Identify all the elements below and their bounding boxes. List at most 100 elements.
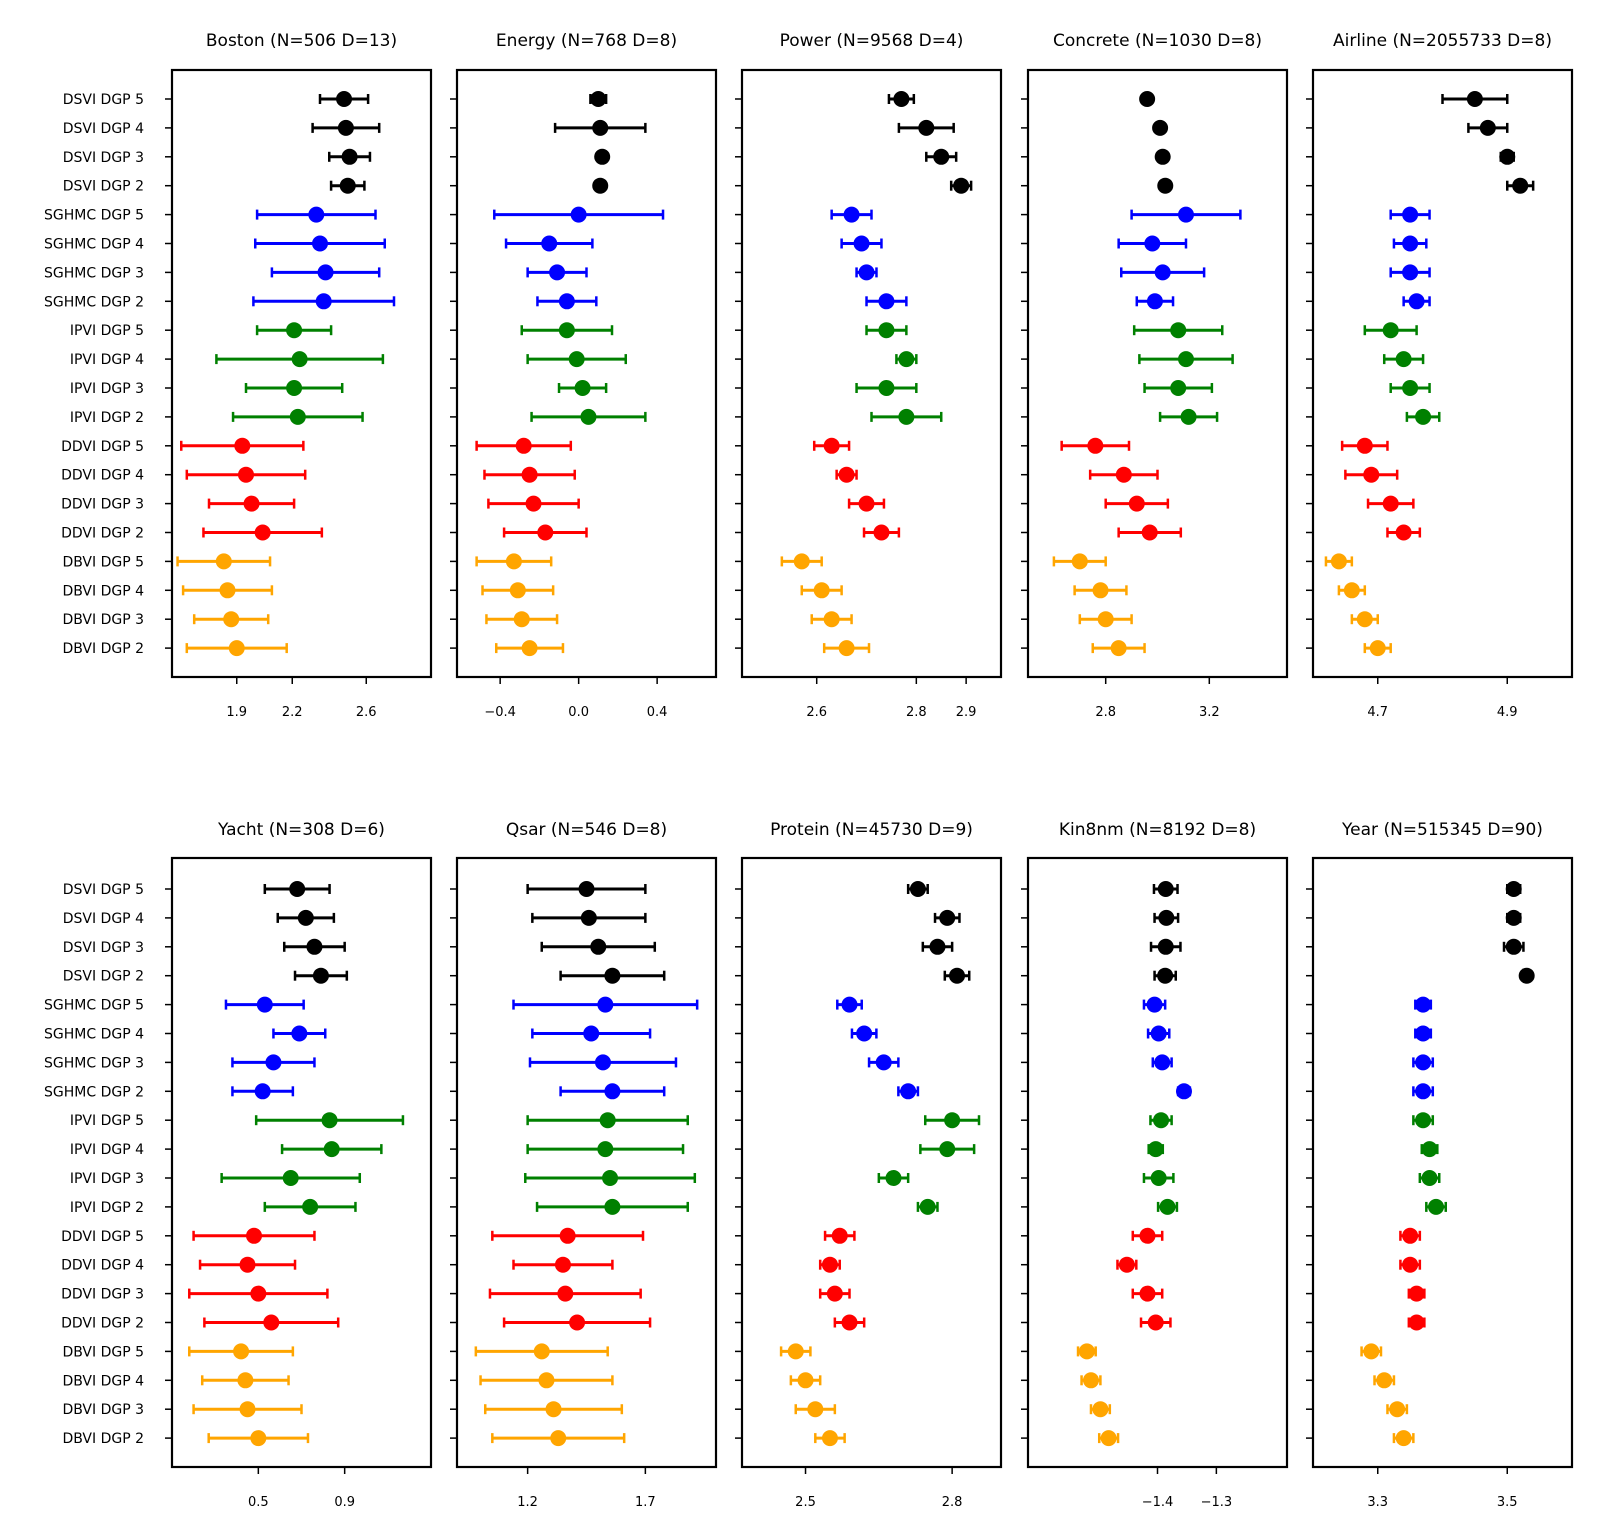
- data-point: [1382, 322, 1399, 339]
- x-tick-label: 3.2: [1199, 705, 1220, 720]
- data-point: [1177, 351, 1194, 368]
- y-tick-label: IPVI DGP 2: [70, 410, 144, 426]
- x-tick-label: 2.6: [806, 705, 827, 720]
- data-point: [1154, 148, 1171, 165]
- x-tick-label: 2.5: [795, 1495, 816, 1510]
- data-point: [858, 264, 875, 281]
- data-point: [223, 611, 240, 628]
- data-point: [592, 177, 609, 194]
- data-point: [286, 322, 303, 339]
- data-point: [1139, 1285, 1156, 1302]
- y-tick-label: DSVI DGP 2: [63, 969, 144, 985]
- data-point: [1363, 1343, 1380, 1360]
- data-point: [263, 1314, 280, 1331]
- data-point: [578, 881, 595, 897]
- data-point: [1150, 1025, 1167, 1042]
- data-point: [1402, 1256, 1419, 1273]
- data-point: [898, 351, 915, 368]
- data-point: [282, 1170, 299, 1186]
- data-point: [873, 524, 890, 541]
- y-tick-label: DDVI DGP 5: [61, 1229, 144, 1245]
- panel-title: Concrete (N=1030 D=8): [1053, 31, 1262, 51]
- data-point: [233, 1343, 250, 1360]
- data-point: [1466, 91, 1483, 107]
- data-point: [297, 909, 314, 926]
- x-tick-label: 1.9: [226, 705, 247, 720]
- data-point: [337, 119, 354, 136]
- panel-title: Yacht (N=308 D=6): [217, 820, 385, 840]
- data-point: [1139, 1227, 1156, 1244]
- data-point: [1415, 408, 1432, 425]
- panel-title: Boston (N=506 D=13): [206, 31, 397, 51]
- data-point: [215, 553, 232, 570]
- data-point: [838, 640, 855, 657]
- data-point: [1118, 1256, 1135, 1273]
- x-tick-label: 2.2: [282, 705, 303, 720]
- data-point: [238, 466, 254, 483]
- data-point: [841, 1314, 858, 1331]
- x-tick-label: 2.8: [1095, 705, 1116, 720]
- data-point: [243, 495, 260, 512]
- plot-frame: [1311, 856, 1574, 1469]
- data-point: [878, 322, 895, 339]
- x-tick-label: 4.9: [1497, 705, 1518, 720]
- data-point: [323, 1141, 340, 1158]
- data-point: [1157, 881, 1174, 897]
- data-point: [1343, 582, 1360, 599]
- data-point: [521, 466, 538, 483]
- y-tick-label: IPVI DGP 4: [70, 352, 144, 368]
- y-tick-label: DBVI DGP 2: [62, 1431, 144, 1447]
- panel-title: Qsar (N=546 D=8): [506, 820, 667, 840]
- data-point: [590, 91, 607, 107]
- data-point: [918, 119, 935, 136]
- data-point: [515, 437, 532, 454]
- data-point: [525, 495, 542, 512]
- data-point: [1363, 466, 1380, 483]
- panel-year: Year (N=515345 D=90) 3.3 3.5: [1306, 820, 1574, 1510]
- data-point: [1395, 1430, 1412, 1447]
- data-point: [1499, 148, 1516, 165]
- data-point: [1408, 1314, 1425, 1331]
- x-tick-label: 2.9: [956, 705, 977, 720]
- data-point: [909, 881, 926, 897]
- data-point: [1428, 1198, 1445, 1215]
- data-point: [291, 1025, 308, 1042]
- data-point: [583, 1025, 600, 1042]
- data-point: [545, 1401, 562, 1418]
- data-point: [533, 1343, 550, 1360]
- y-tick-label: DBVI DGP 4: [62, 1373, 144, 1389]
- data-point: [823, 611, 840, 628]
- panel-kin8nm: Kin8nm (N=8192 D=8) −1.4 −1.3: [1021, 820, 1289, 1510]
- data-point: [1395, 524, 1412, 541]
- data-point: [856, 1025, 873, 1042]
- data-point: [592, 119, 609, 136]
- data-point: [321, 1112, 338, 1129]
- y-tick-label: DSVI DGP 3: [63, 150, 144, 166]
- data-point: [953, 177, 970, 194]
- y-tick-label: DSVI DGP 3: [63, 940, 144, 956]
- data-point: [1152, 119, 1169, 136]
- y-tick-label: DSVI DGP 5: [63, 882, 144, 898]
- panel-boston: Boston (N=506 D=13) 1.9 2.2 2.6 DSVI DGP 5 DS…: [44, 31, 433, 720]
- data-point: [1415, 1112, 1432, 1129]
- data-point: [302, 1198, 319, 1215]
- data-point: [286, 380, 303, 396]
- y-tick-label: DDVI DGP 2: [61, 1316, 144, 1332]
- data-point: [826, 1285, 843, 1302]
- panel-yacht: Yacht (N=308 D=6) 0.5 0.9 DSVI DGP 5 DSVI DG…: [44, 820, 433, 1510]
- x-tick-label: 0.4: [647, 705, 668, 720]
- y-tick-label: DBVI DGP 3: [62, 612, 144, 628]
- data-point: [541, 235, 558, 252]
- data-point: [1356, 437, 1373, 454]
- data-point: [821, 1430, 838, 1447]
- y-tick-label: IPVI DGP 2: [70, 1200, 144, 1216]
- data-point: [1170, 380, 1187, 396]
- data-point: [597, 996, 614, 1013]
- data-point: [580, 408, 597, 425]
- data-point: [944, 1112, 961, 1129]
- data-point: [793, 553, 810, 570]
- data-point: [308, 206, 325, 223]
- y-tick-label: DBVI DGP 3: [62, 1402, 144, 1418]
- data-point: [1082, 1372, 1099, 1389]
